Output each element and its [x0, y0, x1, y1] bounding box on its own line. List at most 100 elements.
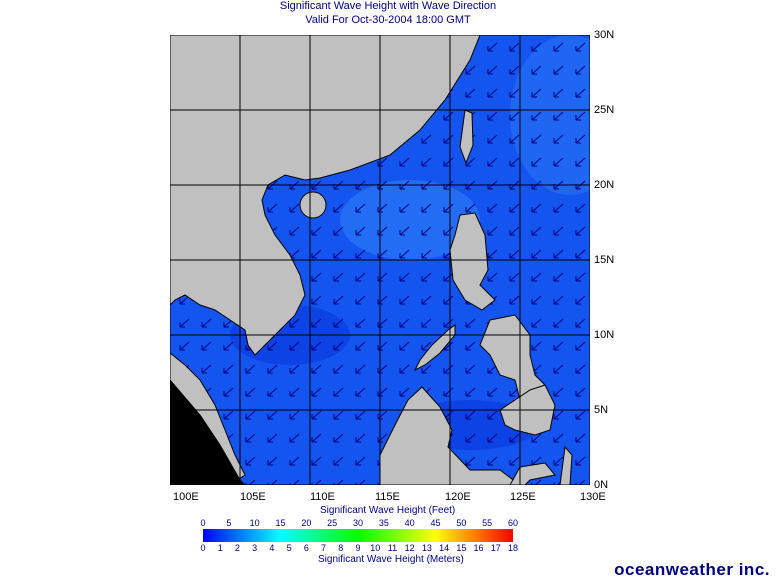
meter-tick: 11 [387, 543, 398, 553]
meter-tick: 0 [200, 543, 206, 553]
wave-arrow [223, 387, 234, 397]
meter-tick: 17 [490, 543, 501, 553]
wave-arrow [399, 295, 410, 305]
wave-arrow [289, 364, 300, 374]
land-hainan [299, 191, 327, 219]
wave-arrow [509, 42, 520, 52]
wave-arrow [311, 318, 322, 328]
wave-arrow [487, 410, 498, 420]
wave-arrow [443, 364, 454, 374]
wave-arrow [311, 295, 322, 305]
wave-arrow [245, 456, 256, 466]
meter-tick: 4 [269, 543, 275, 553]
wave-arrow [509, 88, 520, 98]
wave-arrow [553, 295, 564, 305]
wave-arrow [421, 364, 432, 374]
wave-arrow [487, 157, 498, 167]
wave-arrow [355, 226, 366, 236]
feet-tick: 25 [327, 518, 338, 528]
feet-tick: 0 [200, 518, 206, 528]
chart-subtitle: Valid For Oct-30-2004 18:00 GMT [305, 14, 471, 26]
feet-tick: 10 [249, 518, 260, 528]
wave-arrow [333, 295, 344, 305]
wave-arrow [333, 341, 344, 351]
wave-arrow [575, 318, 586, 328]
feet-tick: 15 [275, 518, 286, 528]
wave-arrow [553, 134, 564, 144]
wave-arrow [553, 88, 564, 98]
wave-arrow [223, 364, 234, 374]
wave-arrow [179, 318, 190, 328]
wave-arrow [531, 249, 542, 259]
wave-arrow [509, 65, 520, 75]
meter-tick: 9 [355, 543, 361, 553]
wave-arrow [267, 387, 278, 397]
meter-tick: 15 [456, 543, 467, 553]
wave-arrow [201, 341, 212, 351]
wave-arrow [355, 456, 366, 466]
land-halmahera-area [559, 445, 573, 485]
wave-arrow [575, 111, 586, 121]
wave-arrow [333, 479, 344, 485]
wave-arrow [487, 65, 498, 75]
wave-arrow [289, 387, 300, 397]
wave-arrow [311, 364, 322, 374]
meter-tick: 5 [286, 543, 292, 553]
wave-arrow [487, 226, 498, 236]
wave-arrow [267, 364, 278, 374]
wave-arrow [575, 364, 586, 374]
lat-label: 30N [594, 29, 615, 41]
wave-arrow [531, 295, 542, 305]
wave-arrow [333, 456, 344, 466]
wave-arrow [575, 65, 586, 75]
feet-tick: 5 [226, 518, 232, 528]
wave-arrow [487, 42, 498, 52]
wave-arrow [553, 157, 564, 167]
meter-tick: 16 [473, 543, 484, 553]
wave-arrow [355, 272, 366, 282]
wave-arrow [509, 157, 520, 167]
wave-arrow [421, 295, 432, 305]
wave-arrow [465, 387, 476, 397]
wave-arrow [399, 364, 410, 374]
higher-wave-area [510, 35, 590, 195]
wave-arrow [443, 157, 454, 167]
wave-arrow [399, 226, 410, 236]
wave-arrow [553, 364, 564, 374]
lat-lon-grid [170, 35, 590, 485]
wave-arrow [267, 203, 278, 213]
wave-arrow [333, 226, 344, 236]
wave-arrow [553, 387, 564, 397]
wave-arrow [531, 65, 542, 75]
wave-arrow [509, 433, 520, 443]
wave-arrow [553, 42, 564, 52]
meter-tick: 12 [404, 543, 415, 553]
wave-arrow [421, 272, 432, 282]
wave-arrow [289, 456, 300, 466]
wave-arrow [443, 226, 454, 236]
wave-arrow [531, 111, 542, 121]
wave-arrow [575, 341, 586, 351]
wave-arrow [399, 387, 410, 397]
feet-tick: 55 [482, 518, 493, 528]
wave-arrow [575, 249, 586, 259]
wave-arrow [355, 295, 366, 305]
wave-arrow [553, 203, 564, 213]
wave-arrow [399, 249, 410, 259]
wave-arrow [355, 203, 366, 213]
wave-arrow [443, 387, 454, 397]
wave-arrow [333, 433, 344, 443]
feet-tick: 30 [352, 518, 364, 528]
lon-label: 105E [240, 491, 266, 503]
color-scale-bar [203, 529, 513, 542]
wave-arrow [553, 318, 564, 328]
wave-arrow [289, 203, 300, 213]
wave-arrow [509, 249, 520, 259]
wave-arrow [267, 341, 278, 351]
wave-arrow [531, 42, 542, 52]
wave-arrow [355, 318, 366, 328]
wave-arrow [179, 295, 190, 305]
wave-arrow [553, 226, 564, 236]
wave-arrow [575, 42, 586, 52]
wave-arrow [443, 111, 454, 121]
